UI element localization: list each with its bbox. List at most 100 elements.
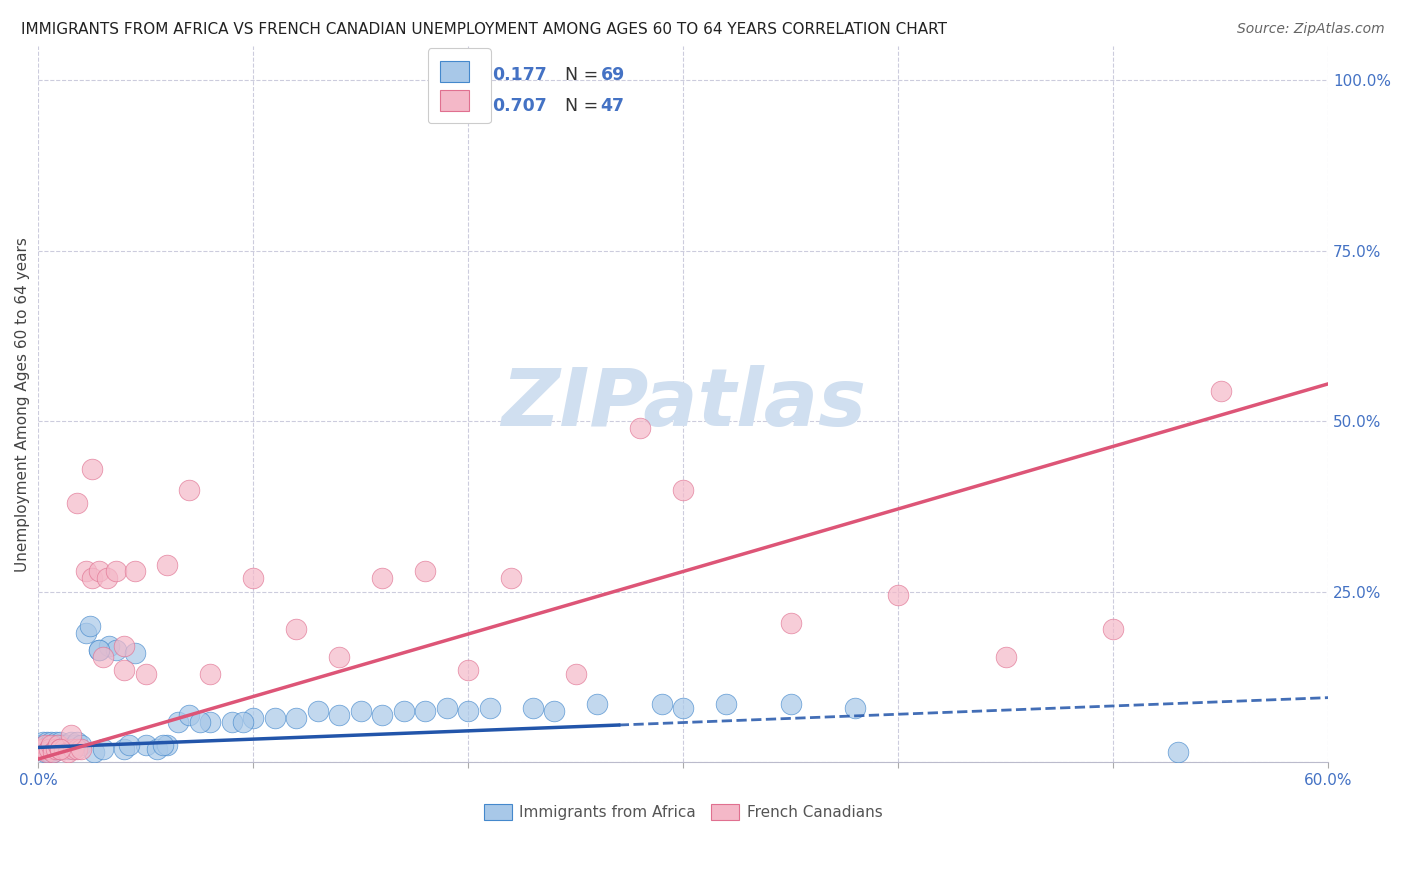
Point (44, 735, 66, 749)
Point (80, 571, 103, 585)
Point (38, 741, 60, 756)
Point (38, 739, 60, 753)
Point (42, 739, 65, 753)
Point (87, 643, 110, 657)
Point (49, 735, 72, 749)
Point (522, 701, 544, 715)
Point (53, 741, 76, 756)
Point (80, 462, 103, 476)
Point (30, 741, 52, 756)
Point (44, 741, 66, 756)
Point (39, 735, 62, 749)
Point (177, 707, 200, 722)
Text: 47: 47 (600, 96, 624, 115)
Legend: Immigrants from Africa, French Canadians: Immigrants from Africa, French Canadians (478, 798, 889, 826)
Point (586, 698, 609, 712)
Point (98, 640, 121, 654)
Point (91, 649, 114, 664)
Point (39, 741, 62, 756)
Point (779, 698, 801, 712)
Point (350, 704, 373, 718)
Point (156, 739, 179, 753)
Point (242, 571, 264, 585)
Point (221, 714, 243, 729)
Point (58, 745, 80, 759)
Point (31, 741, 53, 756)
Point (167, 714, 190, 729)
Point (31, 741, 53, 756)
Point (30, 739, 52, 753)
Text: 0.177: 0.177 (492, 66, 547, 84)
Point (49, 741, 72, 756)
Point (392, 704, 415, 718)
Point (413, 565, 436, 579)
Point (242, 711, 264, 725)
Point (104, 565, 127, 579)
Text: Source: ZipAtlas.com: Source: ZipAtlas.com (1237, 22, 1385, 37)
Point (34, 745, 56, 759)
Text: N =: N = (554, 66, 605, 84)
Point (46, 739, 69, 753)
Point (59, 728, 82, 742)
Point (42, 745, 65, 759)
Point (70, 739, 93, 753)
Text: ZIPatlas: ZIPatlas (501, 366, 866, 443)
Text: IMMIGRANTS FROM AFRICA VS FRENCH CANADIAN UNEMPLOYMENT AMONG AGES 60 TO 64 YEARS: IMMIGRANTS FROM AFRICA VS FRENCH CANADIA… (21, 22, 948, 37)
Y-axis label: Unemployment Among Ages 60 to 64 years: Unemployment Among Ages 60 to 64 years (15, 237, 30, 572)
Point (457, 664, 479, 678)
Text: N =: N = (554, 96, 605, 115)
Text: 69: 69 (600, 66, 624, 84)
Point (844, 701, 866, 715)
Point (62, 741, 84, 756)
Point (994, 649, 1017, 664)
Point (628, 421, 651, 435)
Point (112, 741, 135, 756)
Point (87, 565, 110, 579)
Point (34, 739, 56, 753)
Point (117, 739, 139, 753)
Point (39, 739, 62, 753)
Point (328, 649, 350, 664)
Point (716, 698, 738, 712)
Point (564, 666, 586, 681)
Point (232, 714, 254, 729)
Point (51, 739, 73, 753)
Point (371, 707, 394, 722)
Point (135, 666, 157, 681)
Point (152, 739, 174, 753)
Point (145, 741, 167, 756)
Point (1167, 745, 1189, 759)
Point (285, 623, 308, 637)
Point (49, 741, 72, 756)
Point (436, 701, 458, 715)
Point (46, 739, 69, 753)
Point (200, 666, 222, 681)
Point (70, 741, 93, 756)
Point (887, 588, 910, 602)
Point (779, 615, 801, 630)
Point (58, 741, 80, 756)
Point (307, 704, 329, 718)
Point (413, 704, 436, 718)
Point (96, 571, 118, 585)
Point (83, 745, 105, 759)
Point (135, 739, 157, 753)
Point (188, 714, 211, 729)
Point (49, 741, 72, 756)
Point (478, 701, 501, 715)
Text: 0.707: 0.707 (492, 96, 547, 115)
Point (62, 741, 84, 756)
Point (651, 698, 673, 712)
Point (124, 565, 146, 579)
Point (38, 745, 60, 759)
Point (1102, 623, 1125, 637)
Point (75, 565, 97, 579)
Point (124, 646, 146, 660)
Point (112, 640, 135, 654)
Point (44, 741, 66, 756)
Point (79, 619, 101, 633)
Point (91, 741, 114, 756)
Point (31, 735, 53, 749)
Point (371, 571, 394, 585)
Text: R =: R = (449, 96, 486, 115)
